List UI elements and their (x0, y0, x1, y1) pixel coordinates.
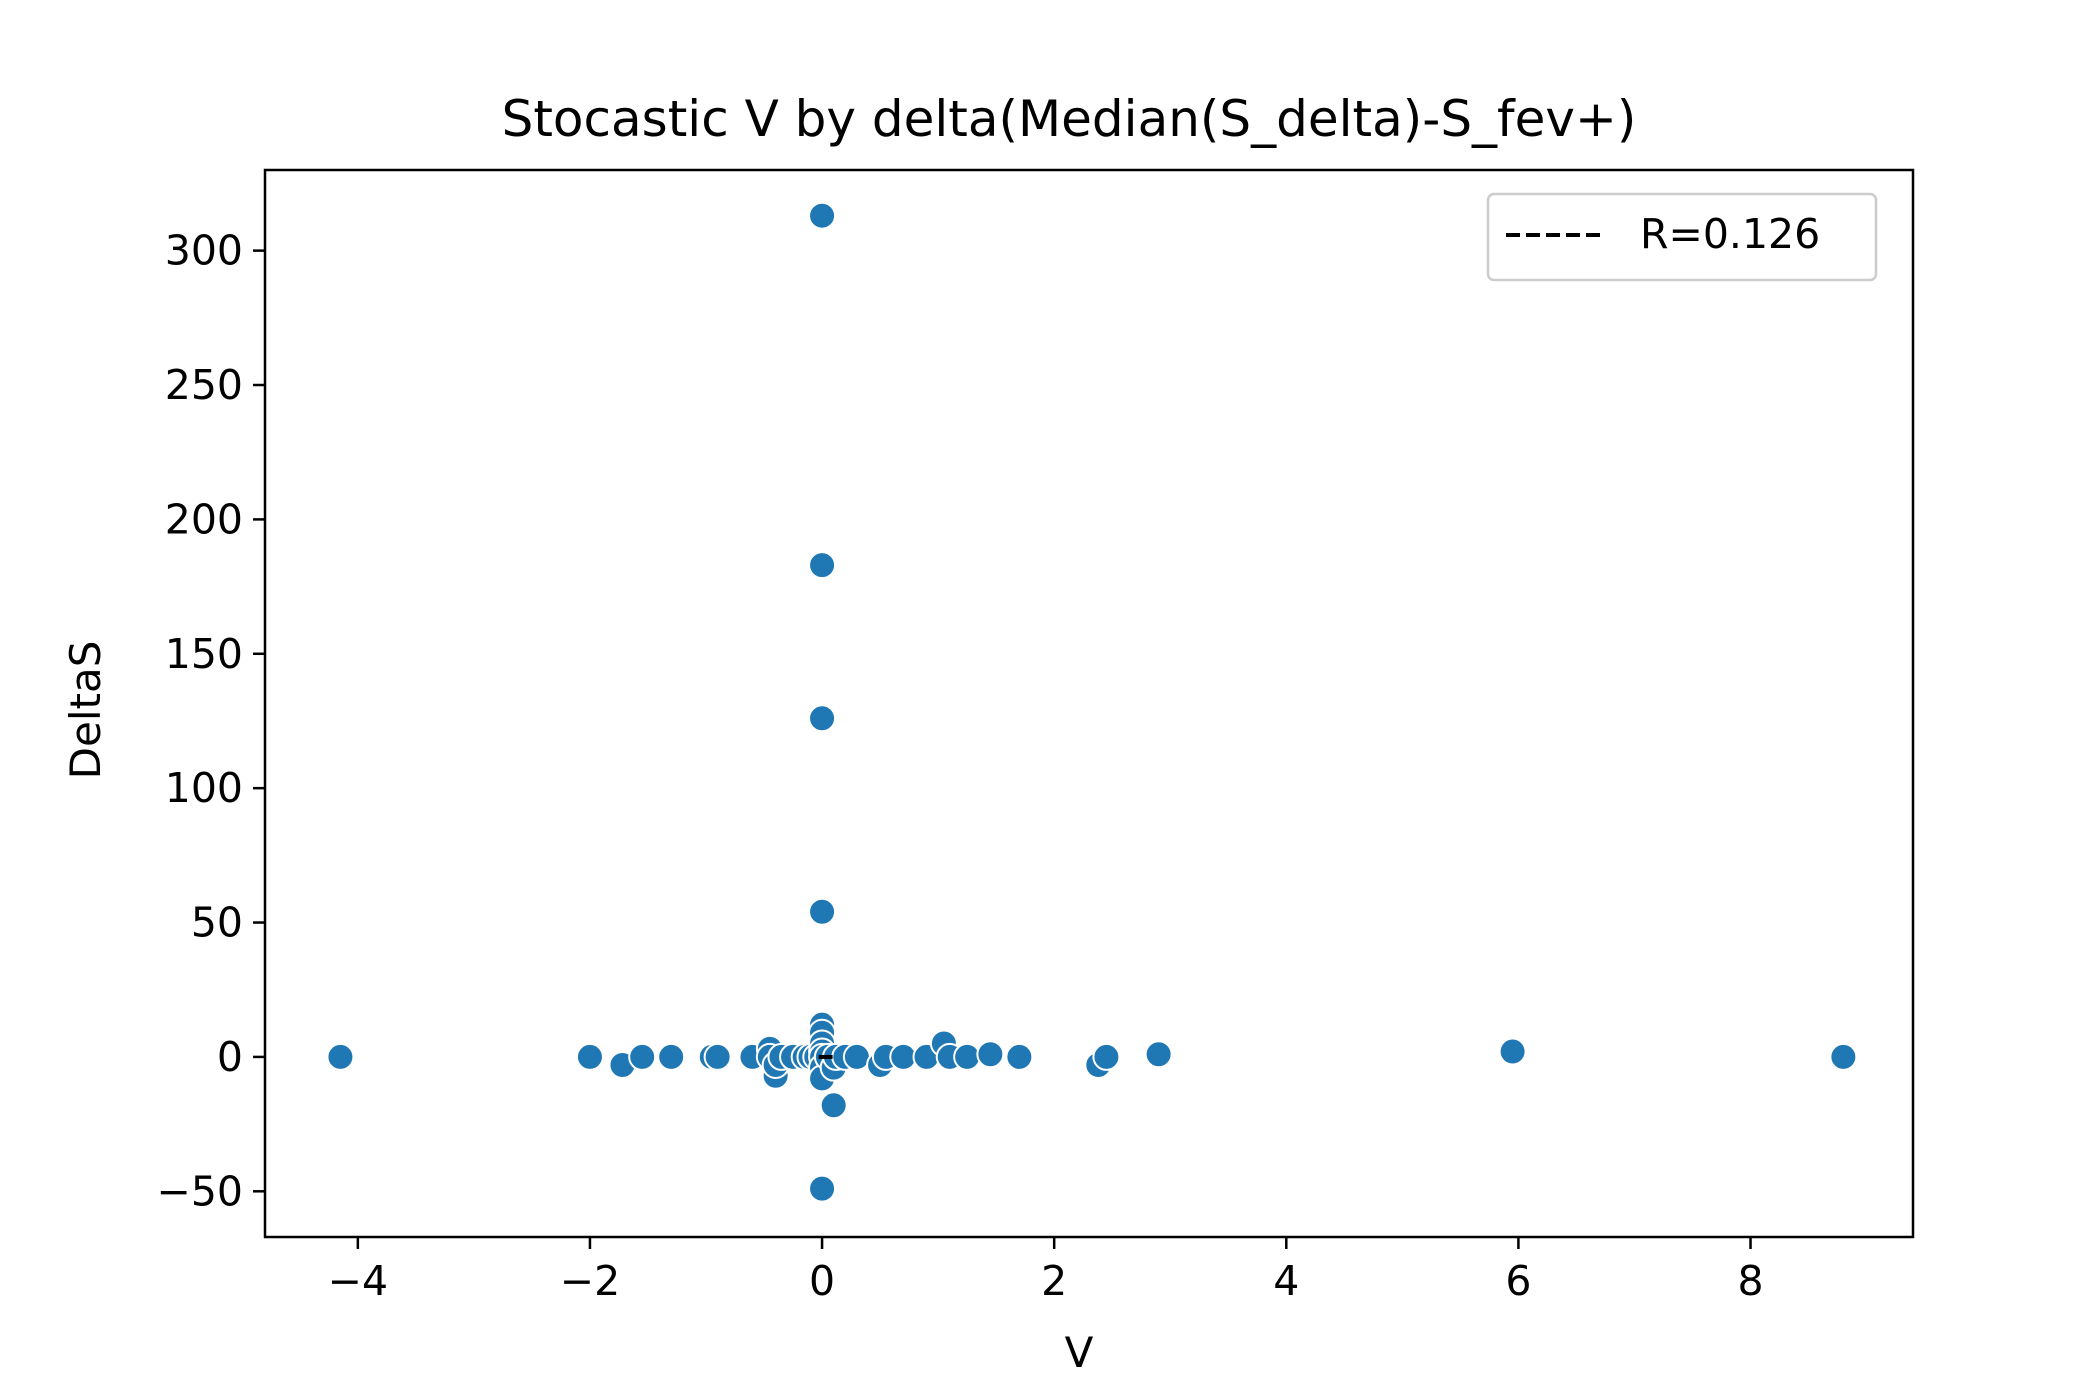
y-tick-label: 0 (217, 1033, 243, 1081)
x-tick-label: 6 (1505, 1257, 1531, 1305)
plot-marks (326, 201, 1858, 1203)
scatter-point-1 (575, 1042, 604, 1071)
scatter-point-17 (808, 201, 837, 230)
y-tick-label: 250 (165, 361, 243, 409)
scatter-point-43 (1005, 1042, 1034, 1071)
x-tick-label: 4 (1273, 1257, 1299, 1305)
scatter-point-48 (1829, 1042, 1858, 1071)
axes: −4 −2 0 2 4 6 8 −50 0 50 100 150 200 250 300 (156, 168, 1915, 1305)
scatter-point-37 (889, 1042, 918, 1071)
scatter-point-28 (808, 1174, 837, 1203)
scatter-point-47 (1498, 1037, 1527, 1066)
x-tick-label: 8 (1737, 1257, 1763, 1305)
scatter-point-19 (808, 704, 837, 733)
scatter-point-4 (657, 1042, 686, 1071)
y-tick-label: 100 (165, 764, 243, 812)
x-axis-label: V (1065, 1328, 1094, 1377)
legend-label: R=0.126 (1640, 210, 1820, 258)
plot-frame (263, 168, 1915, 1239)
y-tick-label: 200 (165, 495, 243, 543)
x-tick-label: −4 (328, 1257, 388, 1305)
scatter-point-18 (808, 551, 837, 580)
scatter-point-30 (819, 1091, 848, 1120)
scatter-point-20 (808, 897, 837, 926)
scatter-point-45 (1092, 1042, 1121, 1071)
legend-frame (1486, 192, 1878, 282)
scatter-point-34 (842, 1042, 871, 1071)
legend: R=0.126 (1486, 192, 1878, 282)
y-tick-label: 300 (165, 227, 243, 275)
scatter-point-6 (703, 1042, 732, 1071)
x-tick-label: −2 (560, 1257, 620, 1305)
y-tick-label: 50 (191, 899, 243, 947)
x-tick-label: 2 (1041, 1257, 1067, 1305)
chart-title: Stocastic V by delta(Median(S_delta)-S_f… (502, 90, 1637, 148)
scatter-point-0 (326, 1042, 355, 1071)
scatter-point-46 (1144, 1040, 1173, 1069)
y-tick-label: 150 (165, 630, 243, 678)
scatter-point-3 (628, 1042, 657, 1071)
x-tick-label: 0 (809, 1257, 835, 1305)
scatter-point-41 (953, 1042, 982, 1071)
y-axis-label: DeltaS (61, 641, 110, 780)
y-tick-label: −50 (156, 1167, 243, 1215)
scatter-point-42 (976, 1040, 1005, 1069)
